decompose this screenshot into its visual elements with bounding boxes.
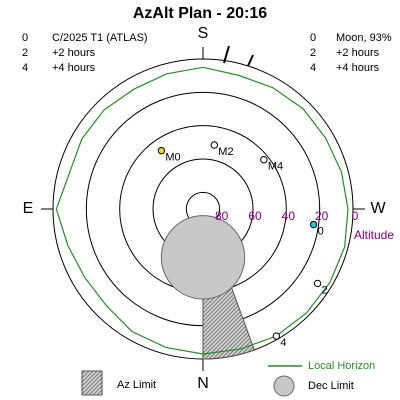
legend-key: 4 [310, 62, 316, 74]
chart-title: AzAlt Plan - 20:16 [133, 5, 267, 22]
legend-label: +4 hours [336, 62, 380, 74]
legend-label: Dec Limit [308, 380, 354, 392]
legend-label: +2 hours [336, 47, 380, 59]
horizon-line [55, 66, 349, 355]
legend-label: +4 hours [52, 62, 96, 74]
legend-label: Az Limit [117, 379, 156, 391]
legend-swatch [81, 370, 103, 396]
legend-key: 0 [310, 32, 316, 44]
legend-key: 2 [310, 47, 316, 59]
alt-tick-label: 80 [215, 209, 229, 223]
cardinal-label: E [23, 200, 34, 217]
point [313, 279, 322, 288]
point-label: 4 [280, 337, 286, 349]
point-label: 2 [322, 284, 328, 296]
legend-key: 4 [22, 62, 28, 74]
legend-swatch [273, 375, 295, 397]
dec-limit [160, 215, 246, 300]
point [157, 146, 166, 155]
alt-tick-label: 40 [282, 209, 296, 223]
alt-tick-label: 60 [248, 209, 262, 223]
point [309, 220, 318, 229]
legend-key: 2 [22, 47, 28, 59]
point-label: 0 [318, 225, 324, 237]
point-label: M0 [165, 152, 180, 164]
point [260, 156, 268, 164]
legend-key: 0 [22, 32, 28, 44]
legend-label: +2 hours [52, 47, 96, 59]
legend-label: Moon, 93% [336, 32, 392, 44]
alt-tick-label: 20 [315, 209, 329, 223]
cardinal-label: S [198, 25, 209, 42]
cardinal-label: N [197, 375, 209, 392]
marker [247, 54, 254, 67]
marker [223, 45, 230, 64]
legend-label: C/2025 T1 (ATLAS) [52, 32, 148, 44]
point-label: M2 [218, 146, 233, 158]
legend-label: Local Horizon [308, 360, 375, 372]
point [272, 332, 281, 340]
point [210, 141, 218, 149]
alt-tick-label: 0 [352, 209, 359, 223]
cardinal-label: W [370, 200, 386, 217]
axis-title: Altitude [354, 228, 394, 242]
point-label: M4 [268, 161, 283, 173]
